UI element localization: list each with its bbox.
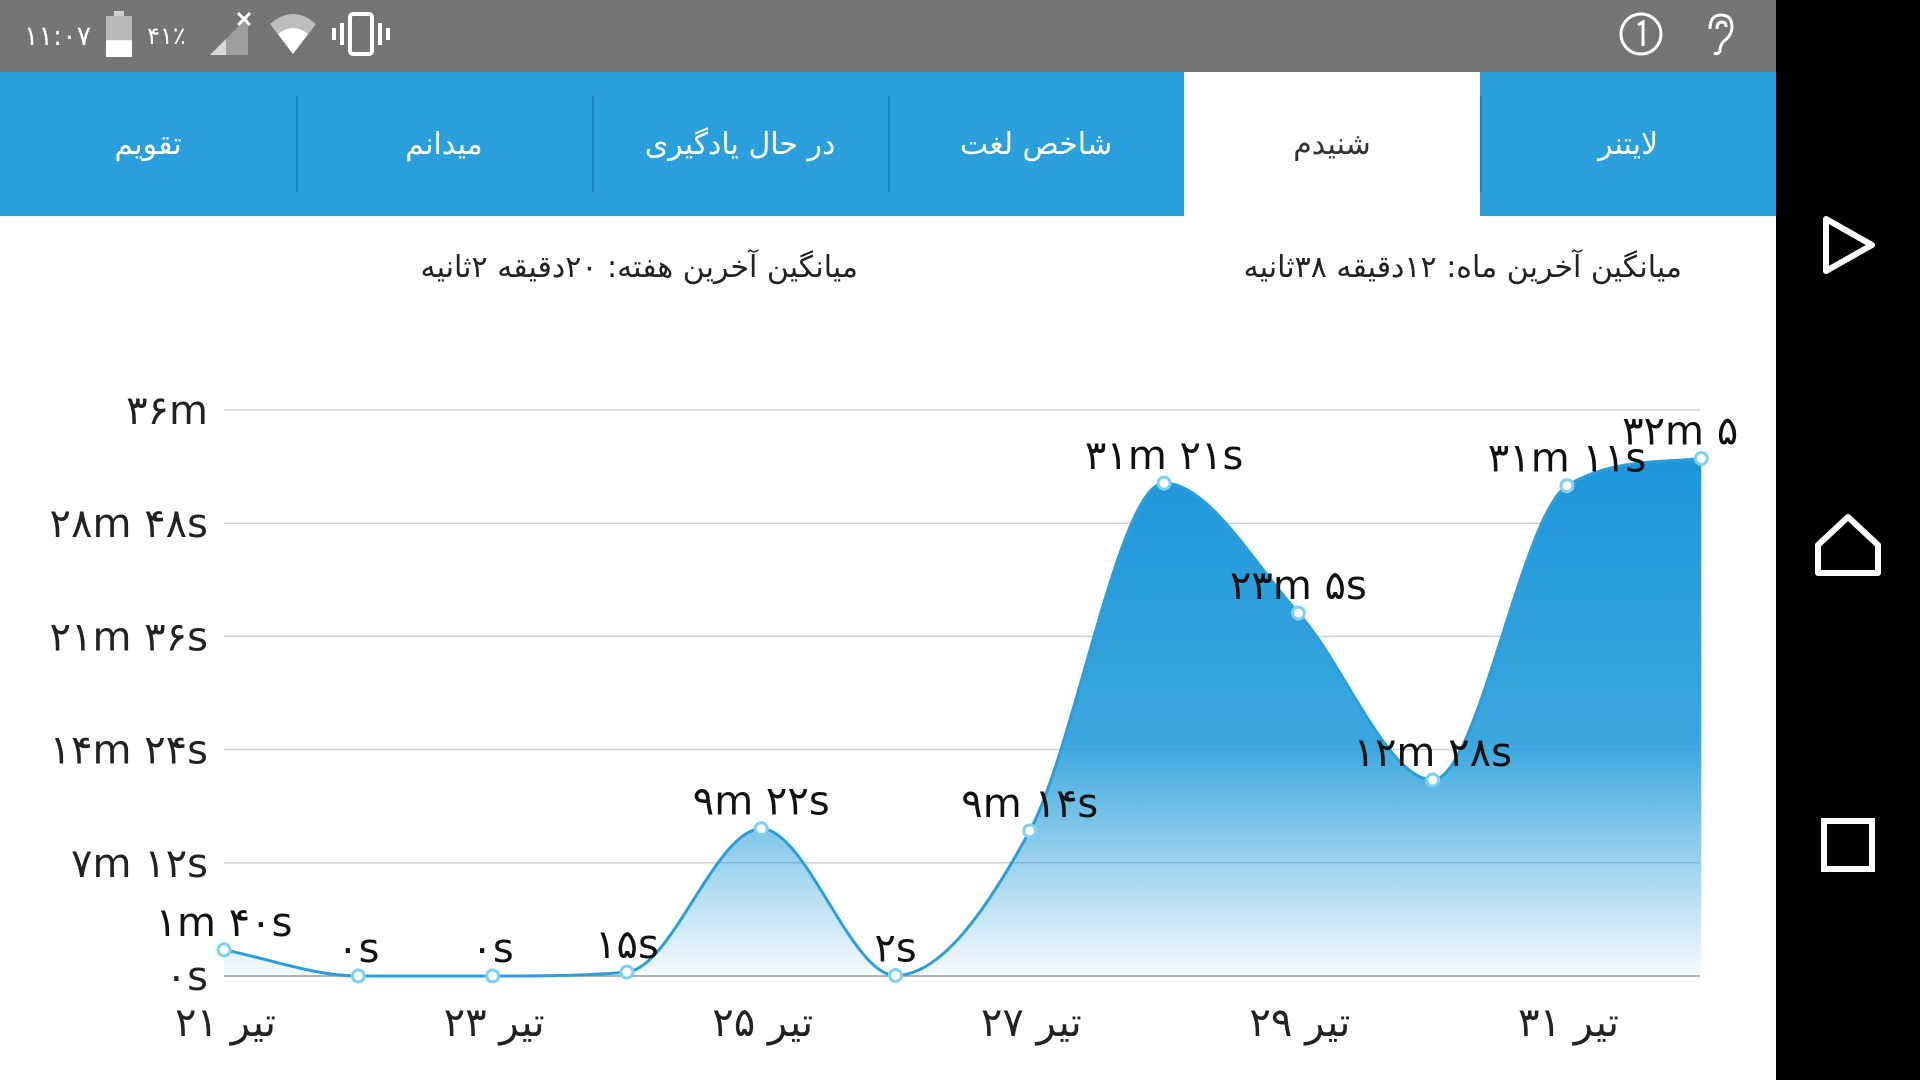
tab-heard[interactable]: شنیدم	[1184, 72, 1480, 216]
home-icon	[1808, 505, 1888, 585]
y-tick-label: ۷m ۱۲s	[71, 841, 208, 887]
x-tick-label: ۲۳ تیر	[444, 1000, 545, 1046]
data-label: ۲۳m ۵s	[1230, 563, 1367, 609]
tab-known[interactable]: میدانم	[296, 72, 592, 216]
hearing-icon	[1704, 11, 1736, 61]
tab-label: شنیدم	[1293, 127, 1371, 162]
signal-off-icon	[208, 11, 254, 61]
tab-leitner[interactable]: لایتنر	[1480, 72, 1776, 216]
y-tick-label: ۲۱m ۳۶s	[50, 614, 208, 660]
y-tick-label: ۰s	[166, 954, 208, 1000]
weekly-average: میانگین آخرین هفته: ۲۰دقیقه ۲ثانیه	[421, 250, 858, 285]
tab-learning[interactable]: در حال یادگیری	[592, 72, 888, 216]
tab-bar: لایتنر شنیدم شاخص لغت در حال یادگیری مید…	[0, 72, 1776, 216]
clock: ۱۱:۰۷	[24, 21, 91, 52]
back-button[interactable]	[1808, 205, 1888, 285]
listening-time-chart: ۱m ۴۰s ۰s ۰s ۱۵s ۹m ۲۲s ۲s ۹m ۱۴s ۳۱m ۲۱s ۲۳m ۵s…	[0, 360, 1776, 1060]
tab-divider	[888, 96, 890, 192]
tab-label: شاخص لغت	[960, 127, 1112, 162]
x-tick-label: ۳۱ تیر	[1518, 1000, 1619, 1046]
tab-label: میدانم	[405, 127, 483, 162]
tab-label: تقویم	[114, 127, 181, 162]
y-tick-label: ۲۸m ۴۸s	[50, 501, 208, 547]
y-tick-label: ۳۶m	[126, 388, 208, 434]
tab-calendar[interactable]: تقویم	[0, 72, 296, 216]
data-label: ۲s	[874, 925, 916, 971]
recents-icon	[1808, 805, 1888, 885]
data-label: ۹m ۲۲s	[693, 779, 830, 825]
data-label: ۱۲m ۲۸s	[1353, 730, 1511, 776]
data-label: ۰s	[471, 926, 513, 972]
data-label: ۹m ۱۴s	[961, 781, 1098, 827]
status-bar: ۱۱:۰۷ ۴۱٪	[0, 0, 1776, 72]
series-area	[224, 458, 1701, 976]
tab-label: در حال یادگیری	[645, 127, 836, 162]
battery-percent: ۴۱٪	[147, 22, 186, 50]
y-tick-label: ۱۴m ۲۴s	[50, 728, 208, 774]
x-tick-label: ۲۱ تیر	[175, 1000, 276, 1046]
data-label: ۰s	[337, 926, 379, 972]
data-label: ۳۲m ۵۵s	[1622, 408, 1776, 454]
x-tick-label: ۲۵ تیر	[712, 1000, 813, 1046]
home-button[interactable]	[1808, 505, 1888, 585]
x-tick-label: ۲۷ تیر	[981, 1000, 1082, 1046]
data-saver-icon	[1618, 11, 1664, 61]
tab-label: لایتنر	[1598, 127, 1658, 162]
wifi-icon	[268, 12, 318, 60]
tab-divider	[296, 96, 298, 192]
data-label: ۱۵s	[595, 922, 659, 968]
vibrate-icon	[332, 11, 390, 61]
recents-button[interactable]	[1808, 805, 1888, 885]
navigation-bar	[1776, 0, 1920, 1080]
x-tick-label: ۲۹ تیر	[1249, 1000, 1350, 1046]
data-label: ۱m ۴۰s	[156, 900, 293, 946]
monthly-average: میانگین آخرین ماه: ۱۲دقیقه ۳۸ثانیه	[1244, 250, 1682, 285]
back-icon	[1808, 205, 1888, 285]
battery-icon	[105, 11, 133, 61]
tab-word-index[interactable]: شاخص لغت	[888, 72, 1184, 216]
tab-divider	[1480, 96, 1482, 192]
data-label: ۳۱m ۲۱s	[1085, 433, 1243, 479]
tab-divider	[592, 96, 594, 192]
